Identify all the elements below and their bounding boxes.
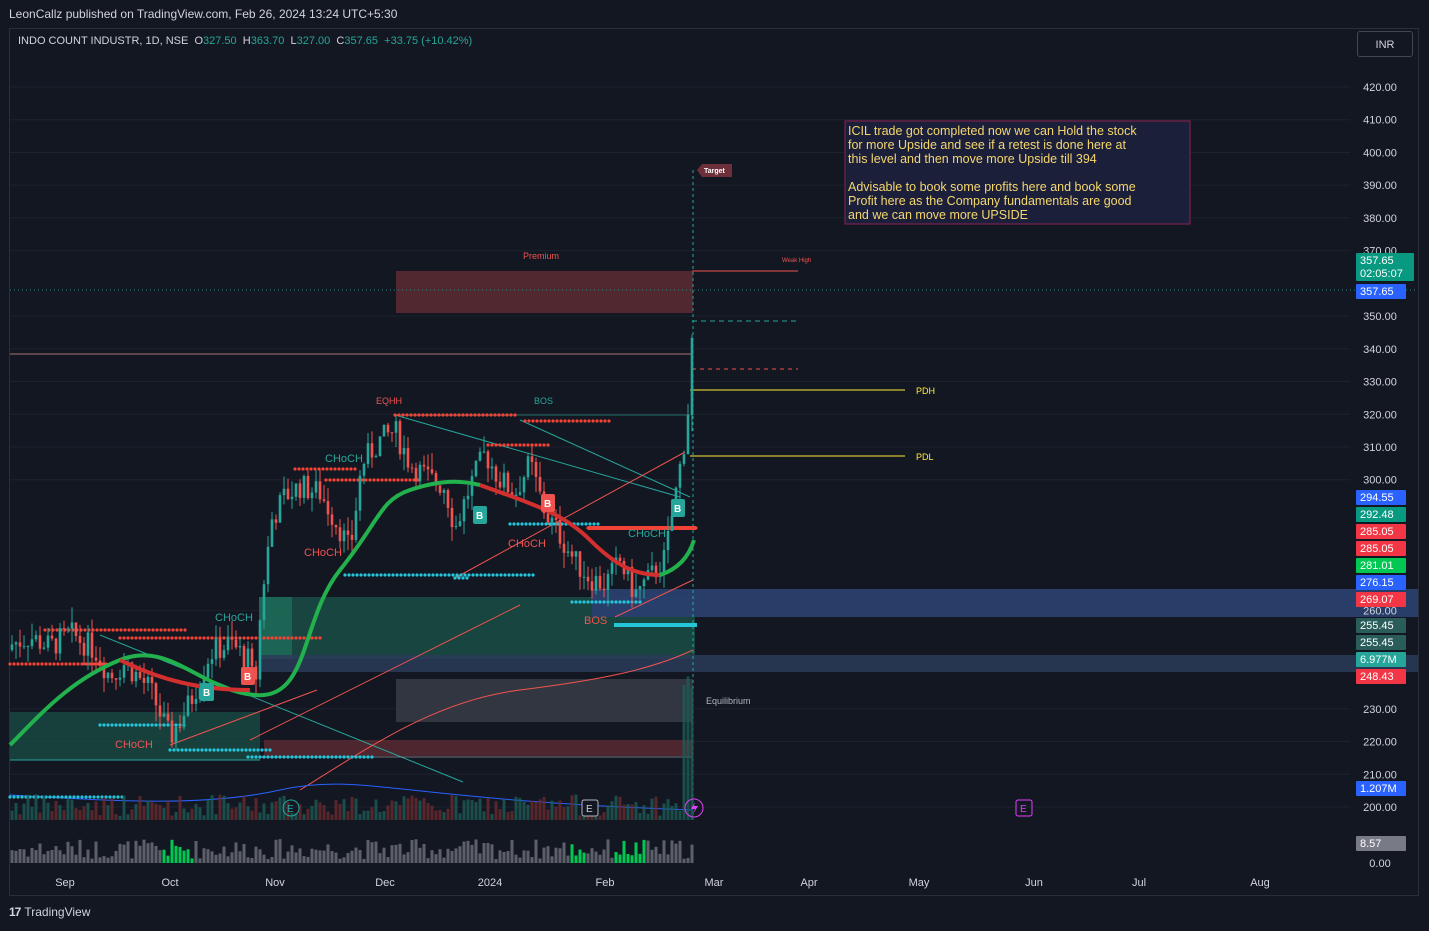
currency-button[interactable]: INR (1357, 31, 1413, 57)
publish-info: LeonCallz published on TradingView.com, … (9, 7, 398, 21)
change-value: +33.75 (+10.42%) (384, 35, 473, 47)
chart-frame (9, 28, 1419, 896)
high-value: 363.70 (250, 35, 285, 47)
symbol-legend: INDO COUNT INDUSTR, 1D, NSE O327.50 H363… (18, 35, 473, 47)
footer-brand-text: TradingView (24, 905, 91, 919)
close-value: 357.65 (344, 35, 379, 47)
low-value: 327.00 (296, 35, 331, 47)
top-bar: LeonCallz published on TradingView.com, … (0, 0, 1429, 28)
open-value: 327.50 (203, 35, 237, 47)
footer-brand: 17 TradingView (9, 905, 90, 919)
tradingview-logo-icon: 17 (9, 905, 21, 919)
symbol-title[interactable]: INDO COUNT INDUSTR, 1D, NSE (18, 35, 189, 47)
